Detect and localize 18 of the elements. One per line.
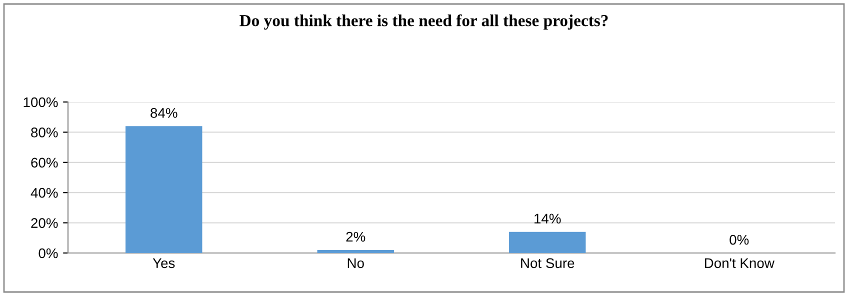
data-label: 2%: [346, 232, 366, 242]
y-tick-label: 60%: [31, 158, 58, 168]
x-tick-label: Yes: [152, 258, 175, 268]
data-label: 84%: [150, 108, 178, 118]
x-tick-label: Don't Know: [704, 258, 774, 268]
y-tick-label: 20%: [31, 218, 58, 228]
y-tick-label: 80%: [31, 128, 58, 138]
x-tick-label: Not Sure: [521, 258, 574, 268]
bar: [509, 232, 586, 253]
chart-title: Do you think there is the need for all these projects?: [240, 14, 608, 30]
y-tick-label: 0%: [38, 248, 58, 258]
x-tick-label: No: [348, 258, 364, 268]
bar: [317, 250, 394, 253]
y-tick-label: 40%: [30, 188, 58, 198]
data-label: 14%: [534, 214, 561, 224]
data-label: 0%: [730, 234, 749, 245]
bar: [126, 126, 202, 253]
y-tick-label: 100%: [24, 97, 58, 108]
